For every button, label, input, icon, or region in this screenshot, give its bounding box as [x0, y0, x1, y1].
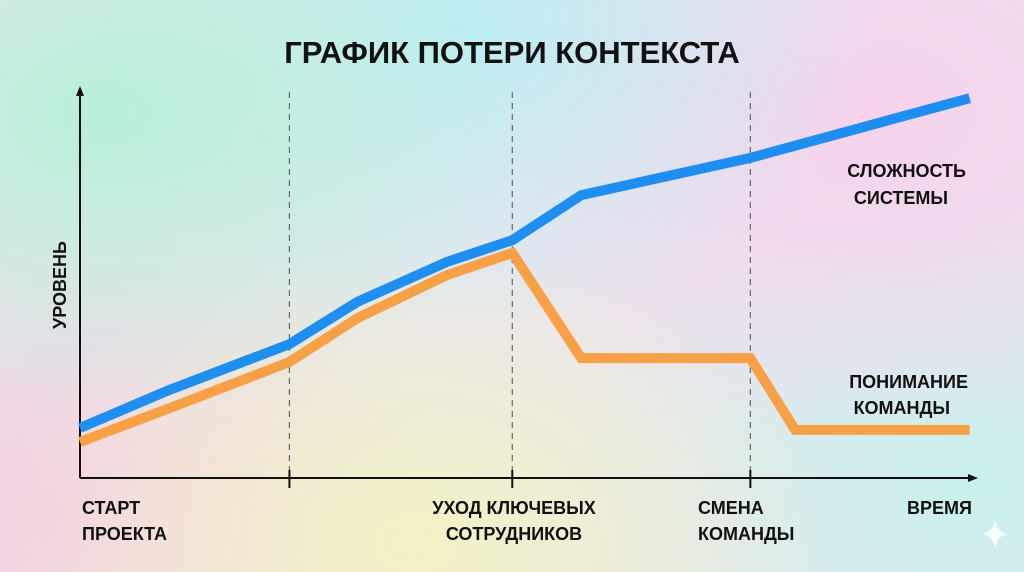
series-label: ПОНИМАНИЕ [849, 372, 968, 392]
y-axis-label: УРОВЕНЬ [50, 241, 70, 329]
series-line-team-understanding [78, 246, 970, 447]
milestone-label: СОТРУДНИКОВ [446, 524, 582, 544]
milestone-label: ПРОЕКТА [82, 524, 167, 544]
x-axis-arrow-icon [968, 474, 978, 482]
y-axis-arrow-icon [76, 86, 84, 96]
series-label: КОМАНДЫ [854, 398, 950, 418]
series-line-system-complexity [78, 93, 971, 433]
milestone-label: УХОД КЛЮЧЕВЫХ [432, 498, 596, 518]
series-label: СИСТЕМЫ [854, 188, 948, 208]
series-label: СЛОЖНОСТЬ [847, 161, 966, 181]
chart-title: ГРАФИК ПОТЕРИ КОНТЕКСТА [284, 35, 740, 70]
milestone-label: КОМАНДЫ [698, 524, 794, 544]
sparkle-icon [982, 520, 1008, 548]
milestone-label: СМЕНА [698, 498, 764, 518]
x-axis-label: ВРЕМЯ [907, 498, 972, 518]
milestone-label: СТАРТ [82, 498, 140, 518]
